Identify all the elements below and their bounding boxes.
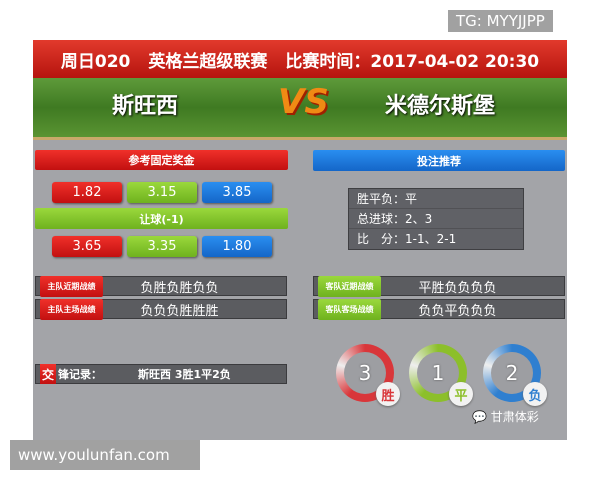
recommend-title: 投注推荐 (313, 150, 565, 171)
record-tag: 主队主场战绩 (40, 298, 103, 320)
record-tag: 主队近期战绩 (40, 275, 103, 297)
league: 英格兰超级联赛 (148, 51, 268, 72)
record-value: 平胜负负负负 (418, 280, 497, 296)
home-home-record: 主队主场战绩 负负负胜胜胜 (35, 298, 287, 320)
recommend-result: 胜平负：平 (349, 189, 523, 209)
handicap-draw: 3.35 (127, 236, 197, 257)
head-to-head-record: 交 锋记录： 斯旺西 3胜1平2负 (35, 364, 287, 384)
record-value: 负负负胜胜胜 (140, 303, 219, 319)
lose-label: 负 (523, 382, 547, 406)
handicap-win: 3.65 (52, 236, 122, 257)
top-watermark: TG: MYYJJPP (448, 10, 553, 32)
recommend-goals: 总进球：2、3 (349, 209, 523, 229)
h2h-label: 锋记录： (58, 368, 102, 381)
pitch-banner (33, 78, 567, 140)
draw-label: 平 (449, 382, 473, 406)
recommend-box: 胜平负：平 总进球：2、3 比 分：1-1、2-1 (348, 188, 524, 250)
bottom-watermark: www.youlunfan.com (10, 440, 200, 470)
brand-name: 甘肃体彩 (490, 410, 539, 424)
away-recent-record: 客队近期战绩 平胜负负负负 (313, 275, 565, 297)
win-label: 胜 (376, 382, 400, 406)
home-team: 斯旺西 (112, 94, 179, 119)
handicap-lose: 1.80 (202, 236, 272, 257)
lose-count: 2 (491, 352, 533, 394)
away-team: 米德尔斯堡 (385, 94, 496, 119)
home-recent-record: 主队近期战绩 负胜负胜负负 (35, 275, 287, 297)
vs-logo: VS (278, 82, 329, 122)
match-header: 周日020 英格兰超级联赛 比赛时间：2017-04-02 20:30 (33, 40, 567, 78)
wechat-icon: 💬 (472, 410, 487, 424)
record-value: 负胜负胜负负 (140, 280, 219, 296)
odds-win: 1.82 (52, 182, 122, 203)
away-away-record: 客队客场战绩 负负平负负负 (313, 298, 565, 320)
record-value: 负负平负负负 (418, 303, 497, 319)
recommend-score: 比 分：1-1、2-1 (357, 232, 457, 246)
record-tag: 客队客场战绩 (318, 298, 381, 320)
h2h-tag: 交 (40, 364, 56, 384)
match-time: 比赛时间：2017-04-02 20:30 (285, 51, 540, 72)
matchday: 周日020 (60, 51, 131, 72)
odds-lose: 3.85 (202, 182, 272, 203)
record-tag: 客队近期战绩 (318, 275, 381, 297)
h2h-value: 斯旺西 3胜1平2负 (138, 368, 231, 381)
odds-title: 参考固定奖金 (35, 150, 288, 170)
odds-draw: 3.15 (127, 182, 197, 203)
brand-watermark: 💬 甘肃体彩 (472, 408, 539, 425)
handicap-title: 让球(-1) (35, 208, 288, 229)
